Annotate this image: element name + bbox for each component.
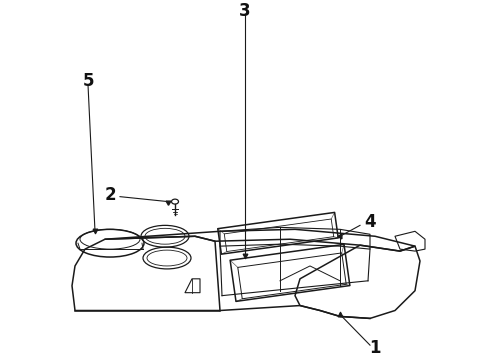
Text: 5: 5 xyxy=(82,72,94,90)
Text: 4: 4 xyxy=(364,213,376,231)
Text: 1: 1 xyxy=(369,339,381,357)
Ellipse shape xyxy=(172,199,178,204)
Text: 2: 2 xyxy=(104,186,116,204)
Text: 3: 3 xyxy=(239,1,251,19)
